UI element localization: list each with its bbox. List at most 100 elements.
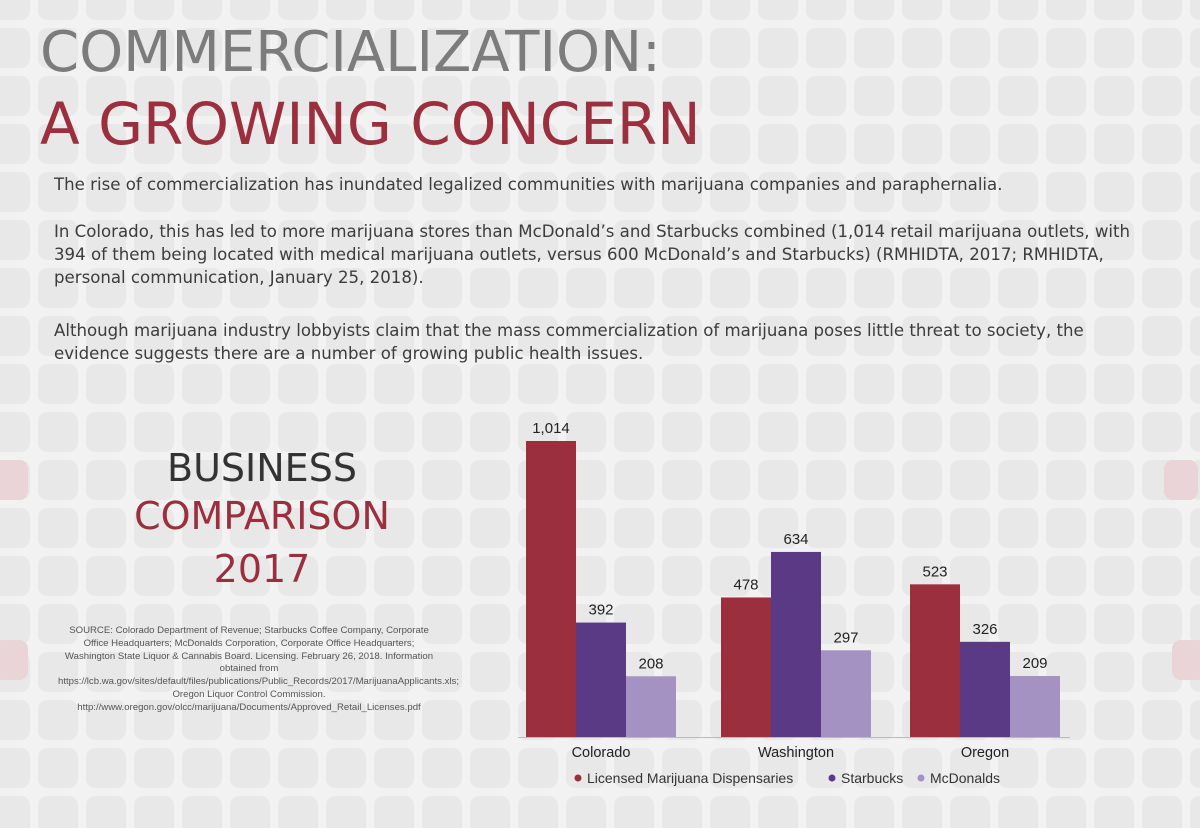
bar-oregon-2: [1010, 675, 1060, 737]
background-tile: [806, 172, 846, 212]
background-tile: [326, 460, 366, 500]
background-tile: [518, 268, 558, 308]
background-tile: [950, 172, 990, 212]
bar-washington-1: [771, 551, 821, 737]
background-tile: [710, 220, 750, 260]
background-tile: [710, 124, 750, 164]
background-tile: [0, 268, 30, 308]
background-tile: [1094, 172, 1134, 212]
background-tile: [374, 796, 414, 828]
background-tile: [1094, 556, 1134, 596]
background-tile: [1190, 28, 1200, 68]
category-label: Colorado: [572, 745, 631, 761]
background-tile: [470, 364, 510, 404]
background-tile: [0, 28, 30, 68]
page-title-line1: COMMERCIALIZATION:: [40, 20, 661, 85]
background-tile: [230, 28, 270, 68]
background-tile: [518, 220, 558, 260]
background-tile: [854, 796, 894, 828]
background-tile: [134, 316, 174, 356]
background-tile: [422, 412, 462, 452]
background-tile: [470, 220, 510, 260]
background-tile: [134, 700, 174, 740]
background-tile: [230, 412, 270, 452]
public-health-paragraph: Although marijuana industry lobbyists cl…: [54, 321, 1084, 363]
background-tile: [278, 0, 318, 20]
background-tile: [326, 700, 366, 740]
background-tile: [662, 268, 702, 308]
background-tile: [1094, 508, 1134, 548]
background-tile: [1190, 700, 1200, 740]
background-tile: [0, 220, 30, 260]
background-tile: [86, 268, 126, 308]
background-tile: [326, 412, 366, 452]
background-tile: [710, 268, 750, 308]
background-tile: [566, 124, 606, 164]
background-tile: [1094, 76, 1134, 116]
bar-colorado-1: [576, 622, 626, 737]
background-tile: [470, 28, 510, 68]
background-tile: [38, 604, 78, 644]
background-tile: [470, 556, 510, 596]
background-tile: [278, 556, 318, 596]
background-tile: [710, 76, 750, 116]
background-tile: [326, 796, 366, 828]
background-tile: [470, 172, 510, 212]
background-tile: [758, 748, 798, 788]
background-tile: [326, 124, 366, 164]
background-tile: [710, 364, 750, 404]
background-tile: [1046, 412, 1086, 452]
background-tile: [614, 0, 654, 20]
background-tile: [182, 508, 222, 548]
background-tile: [278, 700, 318, 740]
background-tile: [182, 412, 222, 452]
background-tile: [566, 0, 606, 20]
background-tile: [614, 460, 654, 500]
background-tile: [566, 28, 606, 68]
background-tile: [38, 0, 78, 20]
background-accent-tile: [1172, 640, 1200, 680]
background-tile: [662, 316, 702, 356]
background-tile: [998, 0, 1038, 20]
background-tile: [710, 556, 750, 596]
background-tile: [86, 748, 126, 788]
background-tile: [998, 124, 1038, 164]
background-tile: [902, 124, 942, 164]
background-tile: [1142, 0, 1182, 20]
background-tile: [1094, 0, 1134, 20]
background-tile: [470, 316, 510, 356]
background-tile: [422, 604, 462, 644]
background-tile: [0, 364, 30, 404]
background-tile: [1046, 316, 1086, 356]
background-accent-tile: [0, 460, 28, 500]
background-tile: [374, 364, 414, 404]
background-tile: [1046, 460, 1086, 500]
background-tile: [662, 172, 702, 212]
background-tile: [1046, 28, 1086, 68]
legend-label: McDonalds: [930, 770, 1000, 786]
background-tile: [1094, 412, 1134, 452]
background-tile: [86, 700, 126, 740]
background-tile: [326, 0, 366, 20]
background-tile: [278, 796, 318, 828]
background-tile: [422, 172, 462, 212]
background-tile: [470, 124, 510, 164]
background-tile: [278, 28, 318, 68]
background-tile: [134, 748, 174, 788]
background-tile: [902, 364, 942, 404]
data-label: 209: [1022, 655, 1047, 672]
background-tile: [854, 364, 894, 404]
background-tile: [230, 652, 270, 692]
background-tile: [998, 460, 1038, 500]
background-tile: [518, 124, 558, 164]
intro-paragraph: The rise of commercialization has inunda…: [54, 175, 1003, 194]
background-tile: [182, 604, 222, 644]
background-tile: [1094, 364, 1134, 404]
background-tile: [326, 604, 366, 644]
background-tile: [134, 76, 174, 116]
background-tile: [470, 796, 510, 828]
background-tile: [38, 124, 78, 164]
background-tile: [1094, 748, 1134, 788]
background-tile: [710, 28, 750, 68]
legend-label: Licensed Marijuana Dispensaries: [587, 770, 793, 786]
